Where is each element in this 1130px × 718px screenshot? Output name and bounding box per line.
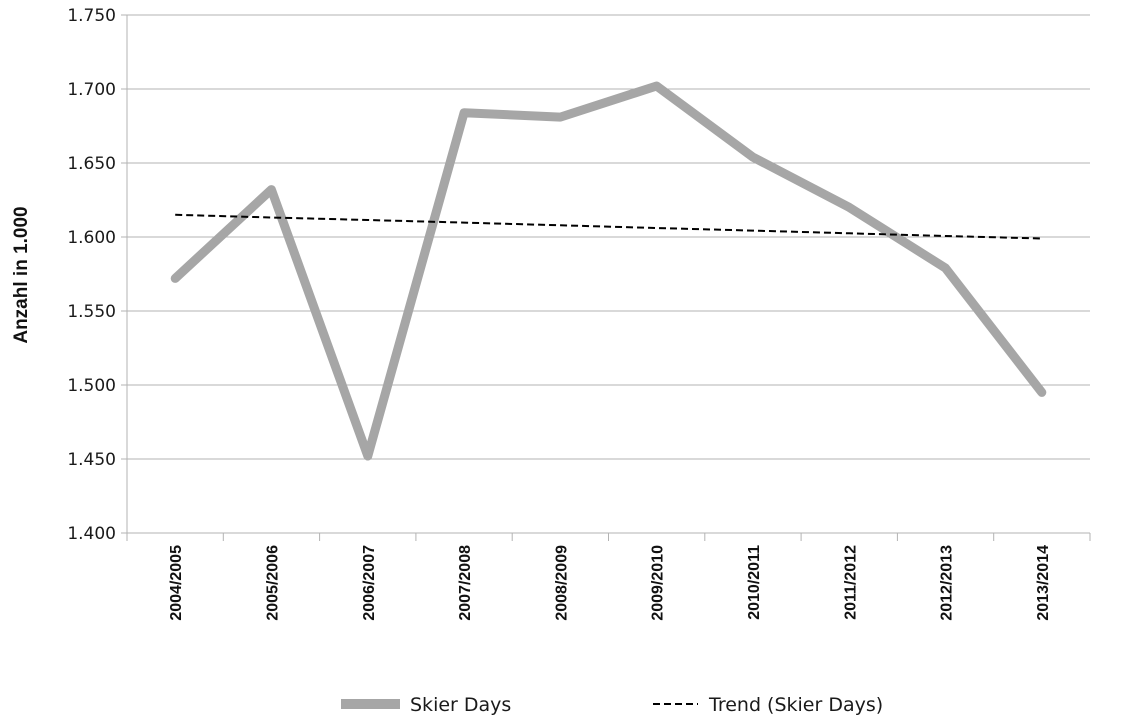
x-tick-label: 2009/2010 [650,545,667,621]
series-lines [175,86,1042,456]
y-tick-label: 1.550 [67,302,116,322]
x-tick-label: 2007/2008 [457,545,474,621]
legend-label-trend: Trend (Skier Days) [708,694,883,716]
y-tick-label: 1.400 [67,524,116,544]
y-tick-label: 1.600 [67,228,116,248]
y-axis-title: Anzahl in 1.000 [11,206,32,343]
axes [127,15,1090,541]
x-tick-label: 2005/2006 [264,545,281,621]
x-tick-label: 2010/2011 [746,545,763,620]
x-tick-label: 2008/2009 [553,545,570,621]
y-tick-label: 1.450 [67,450,116,470]
x-tick-label: 2006/2007 [361,545,378,621]
y-tick-label: 1.650 [67,154,116,174]
y-tick-labels: 1.400 1.450 1.500 1.550 1.600 1.650 1.700 1.750 [67,6,116,544]
trend-line [175,215,1042,239]
y-tick-label: 1.700 [67,80,116,100]
x-tick-label: 2011/2012 [842,545,859,620]
legend-label-skier-days: Skier Days [410,694,511,716]
x-tick-label: 2013/2014 [1035,545,1052,621]
legend: Skier Days Trend (Skier Days) [341,694,883,716]
x-tick-labels: 2004/2005 2005/2006 2006/2007 2007/2008 2008… [168,545,1052,621]
x-tick-label: 2012/2013 [939,545,956,621]
y-tick-label: 1.500 [67,376,116,396]
x-tick-label: 2004/2005 [168,545,185,621]
skier-days-line [175,86,1042,456]
y-tick-label: 1.750 [67,6,116,26]
